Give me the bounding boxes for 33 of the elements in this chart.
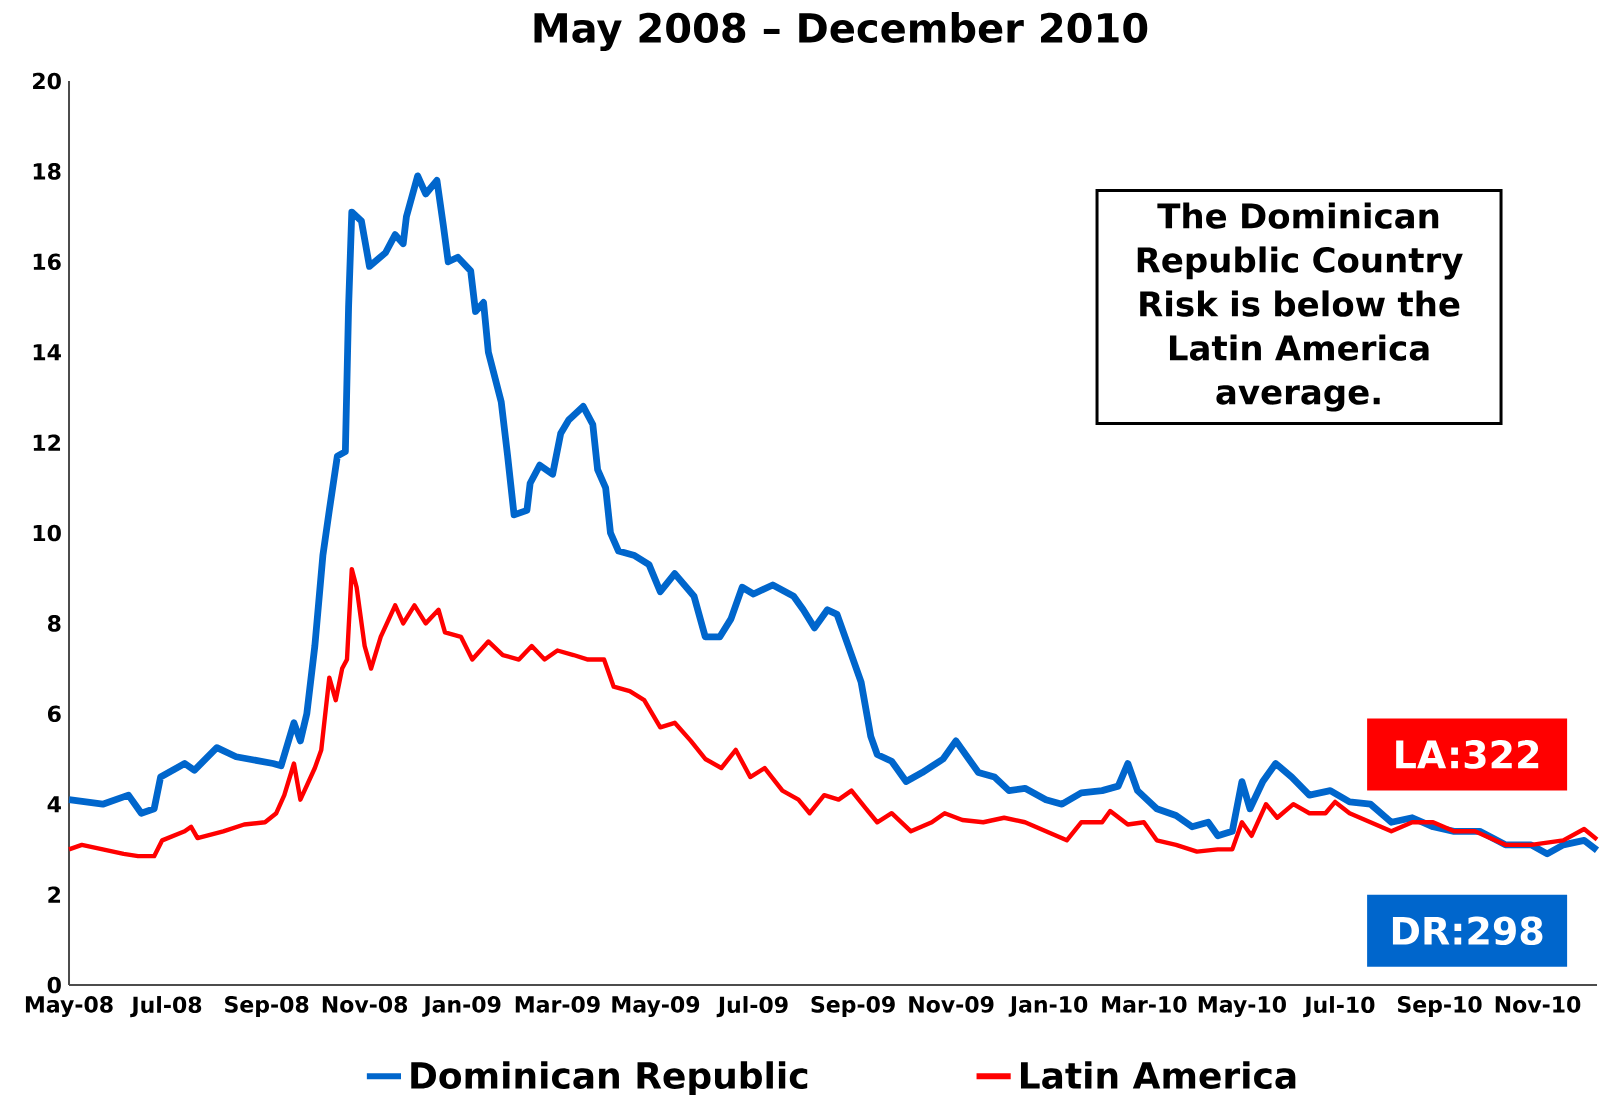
- y-tick-label: 14: [33, 344, 61, 361]
- y-tick-label: 2: [48, 886, 61, 903]
- x-tick-label: Sep-10: [1397, 996, 1482, 1017]
- x-tick-label: May-10: [1198, 996, 1286, 1018]
- y-tick-label: 16: [33, 253, 61, 271]
- x-tick-label: Jan-09: [422, 996, 501, 1017]
- annotation: DR:298: [1392, 916, 1543, 946]
- x-tick-label: Jul-10: [1303, 996, 1375, 1018]
- y-tick-label: 20: [33, 72, 61, 90]
- annotation: LA:322: [1396, 740, 1539, 769]
- x-tick-label: Nov-08: [322, 996, 408, 1013]
- chart-title: May 2008 – December 2010: [534, 12, 1148, 52]
- y-tick-label: 18: [33, 163, 61, 180]
- y-tick-label: 0: [47, 976, 61, 994]
- x-tick-label: Mar-10: [1102, 996, 1187, 1013]
- x-tick-label: Nov-09: [909, 996, 994, 1013]
- x-tick-label: Jul-09: [716, 996, 788, 1018]
- y-tick-label: 4: [47, 796, 61, 813]
- line-series: [66, 566, 1600, 859]
- annotation: The Dominican Republic Country Risk is below the Latin America average.: [1137, 202, 1463, 412]
- x-tick-label: Sep-08: [225, 996, 309, 1017]
- x-tick-label: Jul-08: [130, 996, 202, 1018]
- x-tick-label: May-09: [612, 996, 700, 1018]
- y-tick-label: 10: [33, 524, 61, 542]
- y-tick-label: 8: [47, 615, 61, 632]
- legend-label: Latin America: [1020, 1061, 1296, 1090]
- y-tick-label: 12: [33, 434, 61, 451]
- y-tick-label: 6: [47, 705, 61, 723]
- x-tick-label: Mar-09: [515, 996, 600, 1013]
- x-tick-label: May-08: [25, 996, 113, 1018]
- x-tick-label: Jan-10: [1008, 996, 1088, 1017]
- x-tick-label: Nov-10: [1495, 996, 1581, 1013]
- x-tick-label: Sep-09: [811, 996, 895, 1017]
